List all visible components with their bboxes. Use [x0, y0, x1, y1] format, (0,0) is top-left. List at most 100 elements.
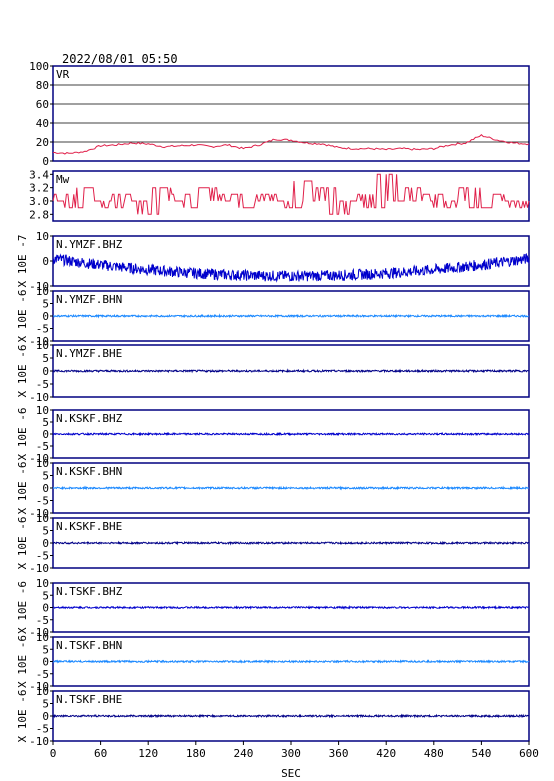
- panel-label: N.TSKF.BHZ: [56, 585, 123, 598]
- x-tick-label: 540: [471, 747, 491, 760]
- series-line-tskf-bhe: [52, 713, 530, 719]
- x-tick-label: 240: [233, 747, 253, 760]
- panel-mw: 3.43.23.02.8 Mw: [29, 168, 530, 222]
- y-tick-label: 10: [36, 404, 49, 417]
- y-tick-label: 5: [42, 416, 49, 429]
- series-line-ymzf-bhe: [52, 368, 530, 374]
- panel-label: N.KSKF.BHE: [56, 520, 122, 533]
- y-tick-label: 5: [42, 470, 49, 483]
- y-tick-label: -5: [36, 440, 49, 453]
- y-tick-label: -5: [36, 723, 49, 736]
- y-tick-label: 10: [36, 577, 49, 590]
- series-line-tskf-bhn: [52, 659, 530, 664]
- y-tick-label: -10: [29, 562, 49, 575]
- series-line-tskf-bhz: [52, 605, 530, 610]
- y-tick-label: 5: [42, 352, 49, 365]
- header-datetime: 2022/08/01 05:50: [62, 52, 178, 66]
- panel-frame: [52, 170, 530, 222]
- x-tick-label: 480: [424, 747, 444, 760]
- panel-label: Mw: [56, 173, 70, 186]
- y-tick-label: -10: [29, 280, 49, 293]
- y-tick-label: 10: [36, 285, 49, 298]
- y-axis-unit-label: X 10E -6: [16, 408, 29, 461]
- panel-label: N.YMZF.BHZ: [56, 238, 123, 251]
- y-tick-label: 5: [42, 643, 49, 656]
- x-axis-label: SEC: [281, 767, 301, 780]
- y-tick-label: -5: [36, 668, 49, 681]
- y-tick-label: 2.8: [29, 208, 49, 221]
- y-tick-label: 0: [42, 310, 49, 323]
- panels-group: 100806040200VR3.43.23.02.8Mw100-10N.YMZF…: [16, 60, 530, 748]
- y-tick-label: 3.0: [29, 195, 49, 208]
- y-tick-label: 40: [36, 117, 49, 130]
- y-tick-label: 80: [36, 79, 49, 92]
- panel-frame: [52, 65, 530, 162]
- y-tick-label: -10: [29, 335, 49, 348]
- series-line-kskf-bhz: [52, 431, 530, 437]
- y-tick-label: 10: [36, 339, 49, 352]
- y-tick-label: 10: [36, 457, 49, 470]
- x-tick-label: 120: [138, 747, 158, 760]
- x-tick-label: 180: [186, 747, 206, 760]
- y-tick-label: 0: [42, 365, 49, 378]
- panel-vr: 100 80 60 40 20 0 VR: [29, 60, 530, 168]
- y-tick-label: -10: [29, 680, 49, 693]
- y-tick-label: -5: [36, 614, 49, 627]
- y-tick-label: -10: [29, 391, 49, 404]
- y-tick-label: 0: [42, 482, 49, 495]
- y-tick-label: 0: [42, 428, 49, 441]
- y-tick-label: 60: [36, 98, 49, 111]
- y-tick-label: -10: [29, 452, 49, 465]
- series-line-kskf-bhn: [52, 485, 530, 491]
- y-tick-label: 100: [29, 60, 49, 73]
- y-tick-label: 5: [42, 589, 49, 602]
- y-tick-label: 10: [36, 230, 49, 243]
- y-tick-label: -10: [29, 735, 49, 748]
- series-line-vr: [53, 134, 530, 155]
- y-tick-label: 3.4: [29, 168, 49, 181]
- series-line-ymzf-bhn: [52, 313, 530, 319]
- panel-frame: [52, 235, 530, 287]
- x-tick-label: 360: [329, 747, 349, 760]
- x-tick-label: 60: [94, 747, 107, 760]
- x-tick-label: 300: [281, 747, 301, 760]
- y-tick-label: -5: [36, 495, 49, 508]
- y-axis-unit-label: X 10E -6: [16, 635, 29, 688]
- y-tick-label: -10: [29, 626, 49, 639]
- y-axis-unit-label: X 10E -6: [16, 517, 29, 570]
- y-tick-label: 10: [36, 631, 49, 644]
- y-tick-label: 3.2: [29, 182, 49, 195]
- y-axis-unit-label: X 10E -6: [16, 581, 29, 634]
- panel-label: N.TSKF.BHN: [56, 639, 122, 652]
- series-line-kskf-bhe: [52, 540, 529, 546]
- y-tick-label: 0: [42, 710, 49, 723]
- y-tick-label: 5: [42, 298, 49, 311]
- panel-label: N.KSKF.BHZ: [56, 412, 123, 425]
- panel-ymzf-bhz: 10 0 -10 N.YMZF.BHZ X 10E -7: [16, 230, 530, 293]
- y-axis-unit-label: X 10E -7: [16, 235, 29, 288]
- y-tick-label: 0: [42, 255, 49, 268]
- x-tick-label: 420: [376, 747, 396, 760]
- y-tick-label: -5: [36, 550, 49, 563]
- y-tick-label: 10: [36, 685, 49, 698]
- x-axis: 0 60 120 180 240 300 360 420 480 540 600 SEC: [50, 741, 539, 780]
- y-tick-label: -5: [36, 378, 49, 391]
- y-axis-unit-label: X 10E -6: [16, 462, 29, 515]
- y-tick-label: 0: [42, 602, 49, 615]
- y-tick-label: 0: [42, 537, 49, 550]
- panel-label: N.YMZF.BHE: [56, 347, 122, 360]
- series-line-ymzf-bhz: [52, 253, 530, 283]
- panel-label: N.YMZF.BHN: [56, 293, 122, 306]
- panel-label: N.TSKF.BHE: [56, 693, 122, 706]
- y-axis-unit-label: X 10E -6: [16, 345, 29, 398]
- panel-label: N.KSKF.BHN: [56, 465, 122, 478]
